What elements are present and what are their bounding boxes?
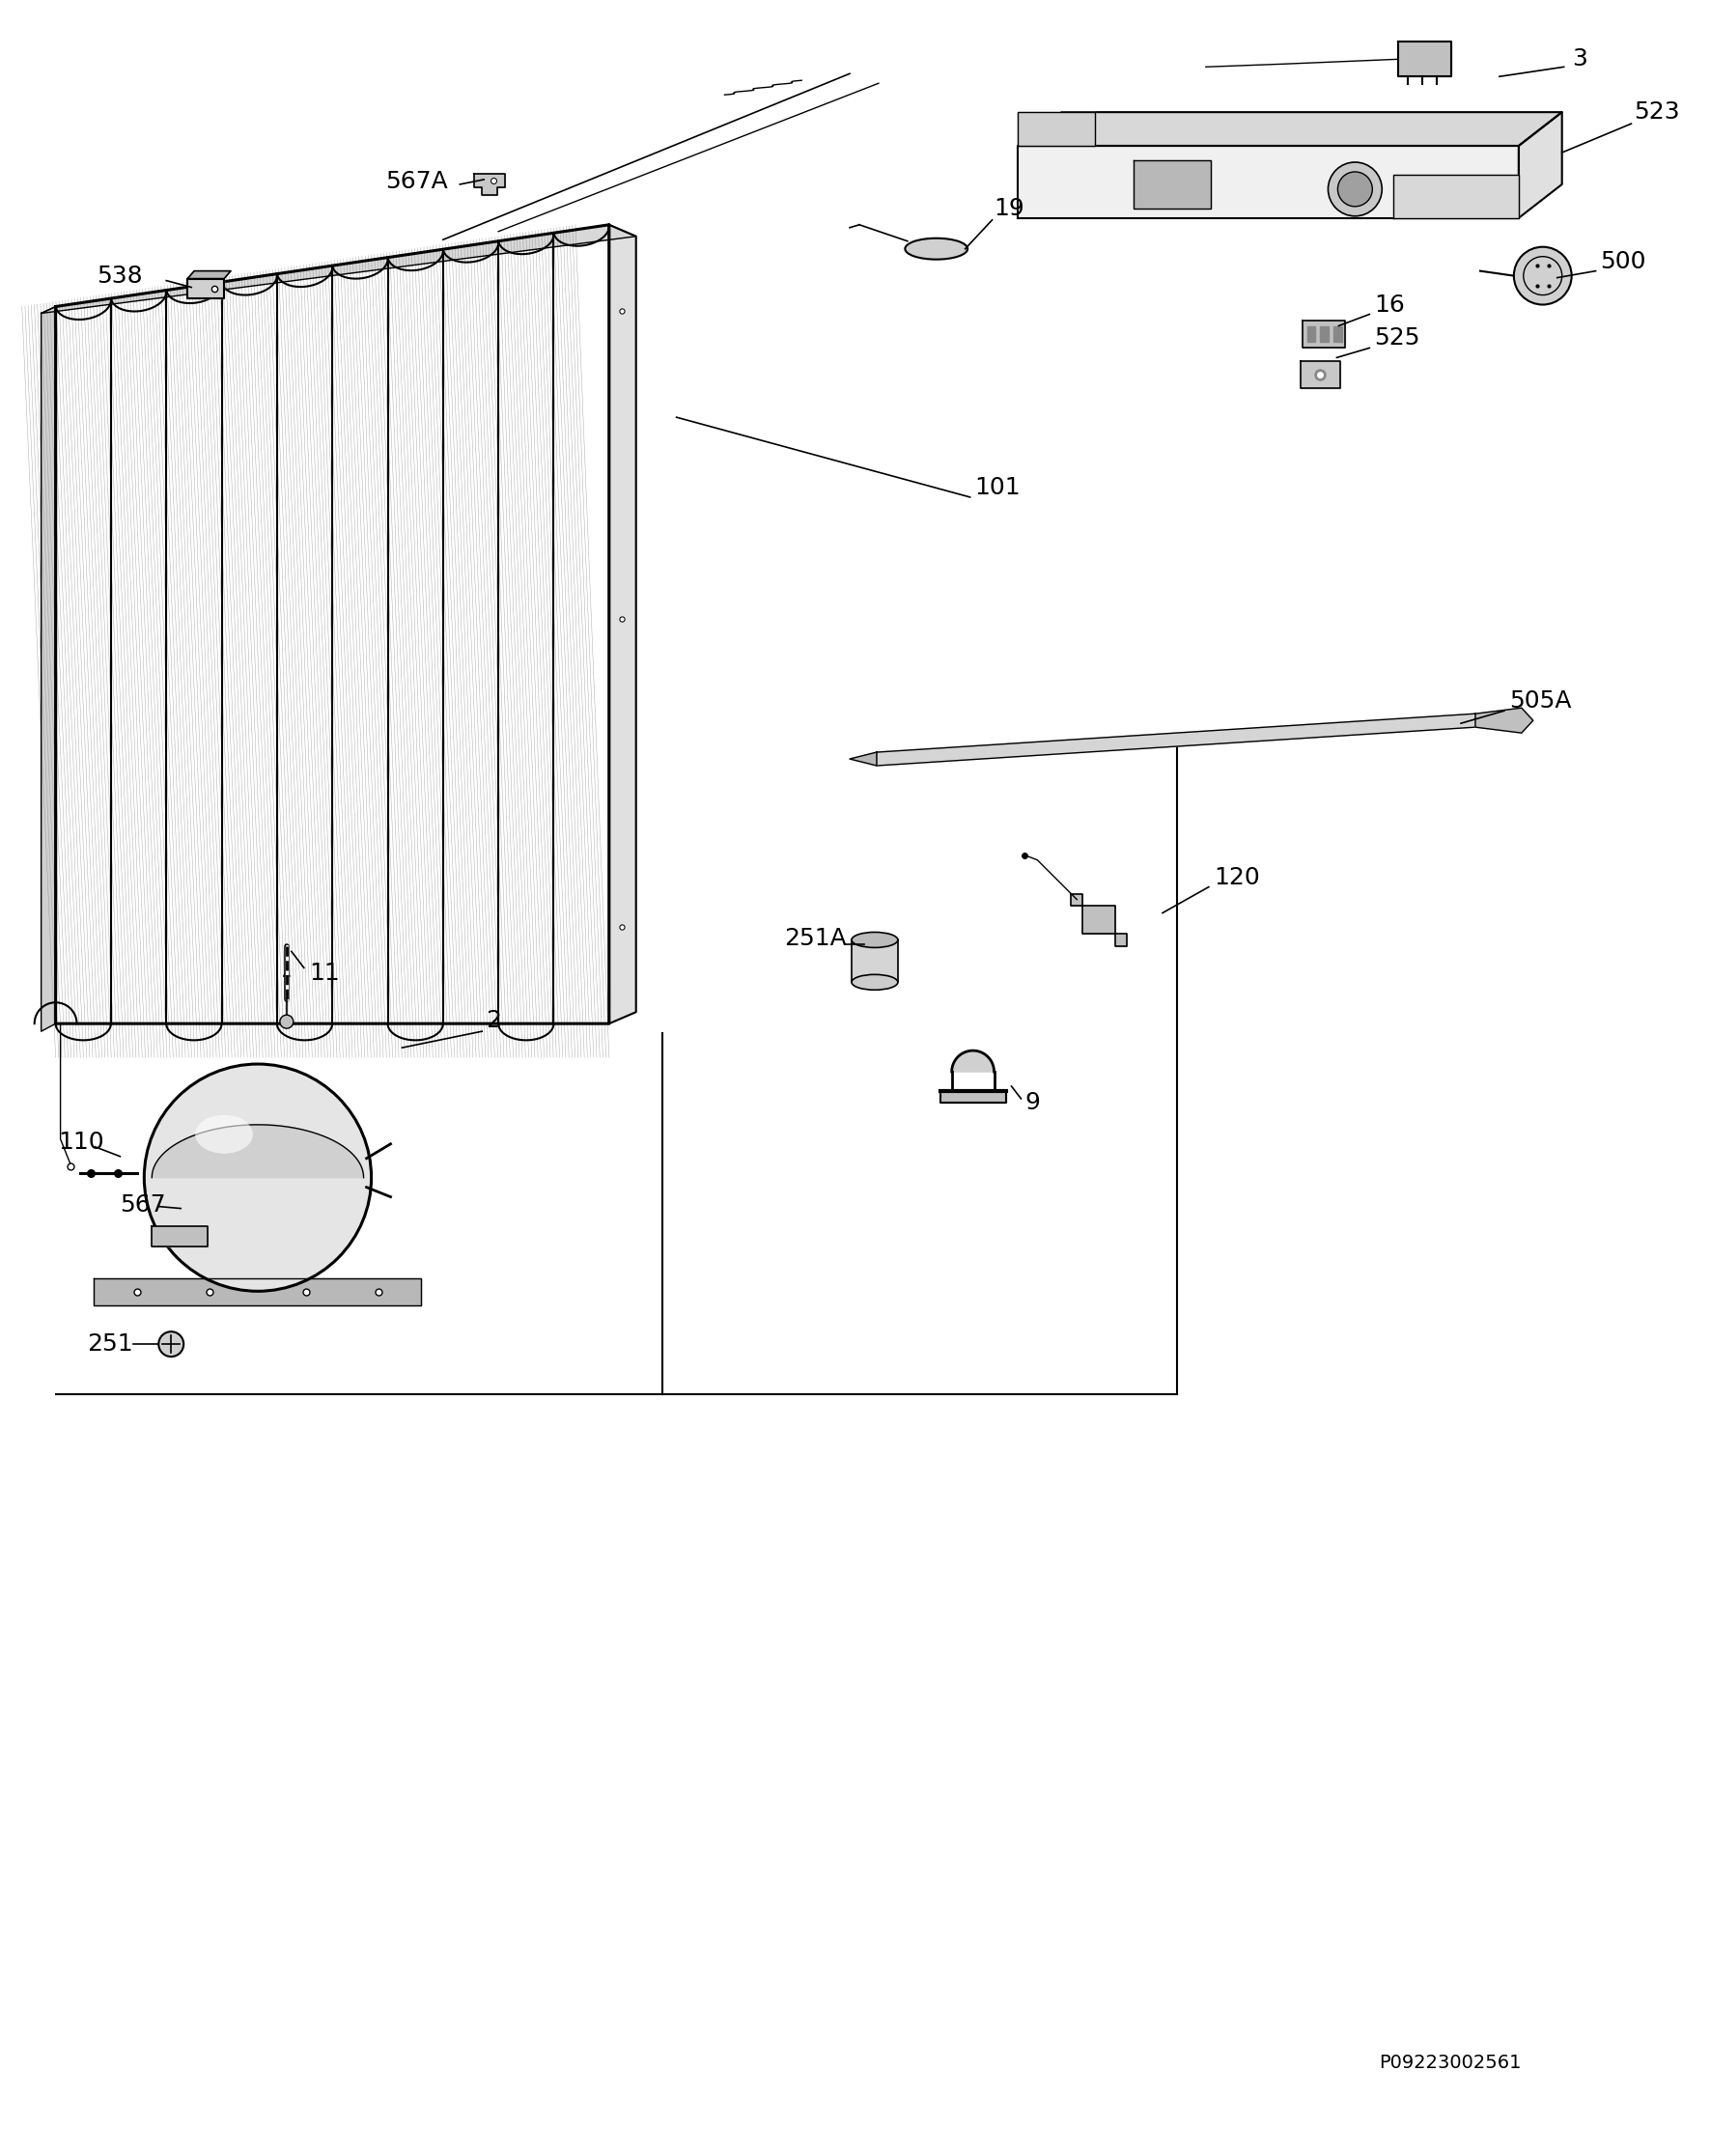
Polygon shape xyxy=(940,1091,1005,1102)
Polygon shape xyxy=(94,1279,421,1307)
Text: 110: 110 xyxy=(58,1130,104,1153)
Polygon shape xyxy=(1300,362,1341,388)
Polygon shape xyxy=(41,306,56,1031)
Text: 251A: 251A xyxy=(785,927,846,951)
Polygon shape xyxy=(850,752,877,765)
Text: 505A: 505A xyxy=(1508,690,1571,714)
Circle shape xyxy=(280,1015,294,1028)
Polygon shape xyxy=(188,272,231,278)
Text: 567: 567 xyxy=(120,1192,166,1216)
Circle shape xyxy=(1329,162,1382,216)
Polygon shape xyxy=(609,224,636,1024)
Text: 567A: 567A xyxy=(386,170,448,194)
Polygon shape xyxy=(56,224,609,1024)
Text: 525: 525 xyxy=(1375,328,1419,349)
Polygon shape xyxy=(1070,895,1127,946)
Circle shape xyxy=(159,1332,183,1356)
Polygon shape xyxy=(1134,160,1211,209)
Polygon shape xyxy=(1301,321,1346,347)
Polygon shape xyxy=(1017,112,1561,147)
Text: 11: 11 xyxy=(310,962,339,985)
Ellipse shape xyxy=(852,931,898,949)
Text: P09223002561: P09223002561 xyxy=(1378,2055,1522,2072)
Polygon shape xyxy=(1306,328,1315,343)
Text: 3: 3 xyxy=(1571,47,1587,71)
Circle shape xyxy=(1337,172,1373,207)
Polygon shape xyxy=(188,278,224,298)
Polygon shape xyxy=(152,1125,364,1177)
Polygon shape xyxy=(152,1227,207,1246)
Polygon shape xyxy=(1017,147,1518,218)
Text: 120: 120 xyxy=(1214,867,1260,888)
Text: 19: 19 xyxy=(994,196,1024,220)
Text: 16: 16 xyxy=(1375,293,1406,317)
Polygon shape xyxy=(1476,707,1534,733)
Polygon shape xyxy=(1399,41,1452,75)
Circle shape xyxy=(1513,248,1571,304)
Ellipse shape xyxy=(852,975,898,990)
Text: 251: 251 xyxy=(87,1332,133,1356)
Text: 523: 523 xyxy=(1635,101,1681,123)
Polygon shape xyxy=(474,175,504,194)
Polygon shape xyxy=(1334,328,1342,343)
Polygon shape xyxy=(1518,112,1561,218)
Polygon shape xyxy=(877,714,1476,765)
Circle shape xyxy=(144,1065,371,1291)
Polygon shape xyxy=(1017,112,1094,147)
Polygon shape xyxy=(1320,328,1329,343)
Text: 9: 9 xyxy=(1024,1091,1040,1115)
Polygon shape xyxy=(952,1050,994,1072)
Ellipse shape xyxy=(195,1115,253,1153)
Text: 2: 2 xyxy=(486,1009,501,1033)
Ellipse shape xyxy=(905,237,968,259)
Polygon shape xyxy=(41,224,636,313)
Text: 500: 500 xyxy=(1601,250,1647,274)
Text: 101: 101 xyxy=(975,476,1021,498)
Polygon shape xyxy=(852,940,898,983)
Text: 538: 538 xyxy=(97,265,144,287)
Polygon shape xyxy=(1394,175,1518,218)
